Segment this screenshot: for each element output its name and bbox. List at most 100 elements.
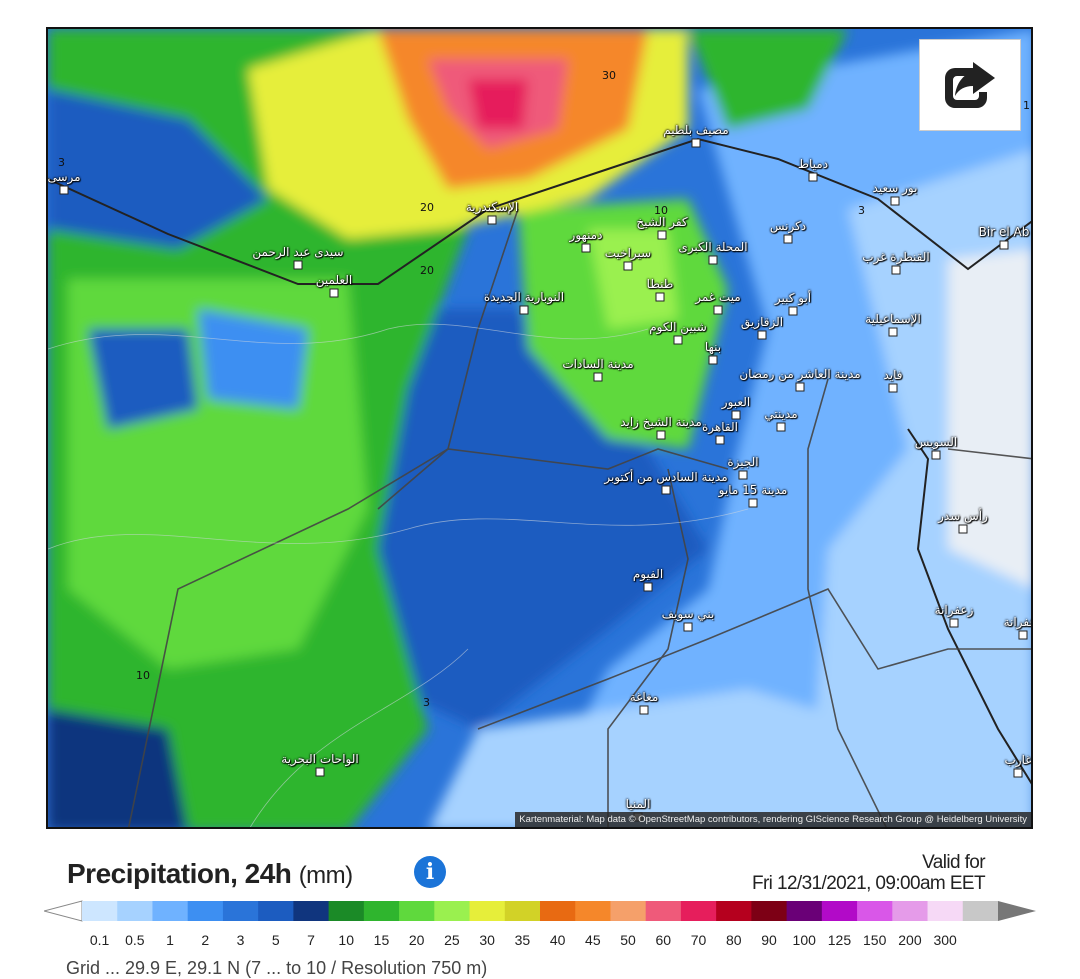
legend-swatch bbox=[469, 901, 506, 921]
legend-swatch bbox=[434, 901, 471, 921]
city-label: سيدى عبد الرحمن bbox=[252, 245, 344, 259]
city-label: كفر الشيخ bbox=[636, 215, 688, 229]
city-label: النوبارية الجديدة bbox=[483, 290, 565, 304]
city-label: طنطا bbox=[646, 277, 674, 291]
city-marker bbox=[888, 327, 898, 337]
city-marker bbox=[673, 335, 683, 345]
legend-tick: 0.5 bbox=[125, 932, 145, 948]
city-marker bbox=[519, 305, 529, 315]
legend-swatch bbox=[786, 901, 823, 921]
legend-swatch bbox=[258, 901, 294, 921]
city-marker bbox=[683, 622, 693, 632]
city-marker bbox=[958, 524, 968, 534]
city-marker bbox=[931, 450, 941, 460]
city-marker bbox=[639, 705, 649, 715]
info-icon: i bbox=[425, 859, 435, 885]
city-label: ميت غمر bbox=[695, 290, 741, 304]
color-scale-legend bbox=[44, 900, 1036, 922]
footer-partial: Grid ... 29.9 E, 29.1 N (7 ... to 10 / R… bbox=[66, 958, 488, 978]
legend-tick: 90 bbox=[761, 932, 777, 948]
city-label: مدينتي bbox=[764, 407, 798, 421]
valid-datetime: Fri 12/31/2021, 09:00am EET bbox=[751, 873, 986, 894]
legend-swatch bbox=[540, 901, 576, 921]
city-label: بنها bbox=[704, 340, 722, 354]
city-marker bbox=[329, 288, 339, 298]
city-label: الفيوم bbox=[632, 567, 664, 581]
share-icon bbox=[945, 62, 995, 108]
legend-tick: 0.1 bbox=[89, 932, 110, 948]
city-label: المحلة الكبرى bbox=[678, 240, 748, 254]
city-label: زعفرانة bbox=[934, 603, 974, 617]
city-label: مدينة الشيخ زايد bbox=[620, 415, 702, 429]
legend-tick: 1 bbox=[166, 932, 174, 948]
legend-tick: 50 bbox=[620, 932, 636, 948]
legend-tick: 2 bbox=[201, 932, 210, 948]
legend-swatch bbox=[328, 901, 365, 921]
legend-swatch bbox=[857, 901, 893, 921]
city-marker bbox=[643, 582, 653, 592]
city-label: القنطرة غرب bbox=[862, 250, 930, 264]
precipitation-field bbox=[48, 29, 1031, 827]
isoline-label: 1 bbox=[1023, 99, 1030, 112]
city-label: شبين الكوم bbox=[649, 320, 707, 334]
city-marker bbox=[757, 330, 767, 340]
city-marker bbox=[581, 243, 591, 253]
city-label: بور سعيد bbox=[872, 181, 918, 195]
city-label: الإسماعيلية bbox=[865, 312, 921, 326]
city-marker bbox=[783, 234, 793, 244]
legend-tick: 200 bbox=[898, 932, 922, 948]
city-label: مدينة العاشر من رمضان bbox=[739, 367, 861, 381]
city-marker bbox=[891, 265, 901, 275]
city-label: الواحات البحرية bbox=[281, 752, 359, 766]
legend-tick: 100 bbox=[792, 932, 816, 948]
legend-tick: 7 bbox=[307, 932, 315, 948]
legend-tick: 300 bbox=[933, 932, 957, 948]
city-marker bbox=[888, 383, 898, 393]
legend-tick: 3 bbox=[236, 932, 245, 948]
legend-swatch bbox=[117, 901, 153, 921]
city-label: مدينة السادات bbox=[562, 357, 634, 371]
city-marker bbox=[657, 230, 667, 240]
legend-tick: 25 bbox=[444, 932, 460, 948]
legend-swatch bbox=[293, 901, 330, 921]
legend-tick: 150 bbox=[863, 932, 887, 948]
city-label: العبور bbox=[721, 395, 751, 409]
legend-swatch bbox=[892, 901, 929, 921]
city-marker bbox=[795, 382, 805, 392]
city-label: السويس bbox=[914, 435, 958, 449]
legend-tick: 125 bbox=[827, 932, 852, 948]
info-button[interactable]: i bbox=[414, 856, 446, 888]
legend-low-arrow bbox=[44, 900, 83, 922]
city-marker bbox=[738, 470, 748, 480]
city-label: الإسكندرية bbox=[465, 200, 519, 214]
legend-tick: 15 bbox=[373, 932, 390, 948]
share-button[interactable] bbox=[919, 39, 1021, 131]
city-label: مدينة السادس من أكتوبر bbox=[604, 470, 728, 484]
city-marker bbox=[715, 435, 725, 445]
valid-time: Valid for Fri 12/31/2021, 09:00am EET bbox=[751, 852, 986, 894]
legend-tick-labels: 0.1 0.5 1 2 3 5 7 10 15 20 25 30 35 40 45 50 60 70 80 90 100… bbox=[0, 932, 1080, 952]
city-label: مرسى bbox=[47, 170, 81, 184]
city-marker bbox=[487, 215, 497, 225]
legend-tick: 70 bbox=[690, 932, 707, 948]
city-label: بني سويف bbox=[661, 607, 715, 621]
legend-swatch bbox=[187, 901, 224, 921]
city-label: مصيف بلطيم bbox=[663, 123, 729, 137]
city-label: الزقازيق bbox=[740, 315, 784, 329]
city-label: غارب bbox=[1004, 753, 1032, 767]
city-marker bbox=[1013, 768, 1023, 778]
city-marker bbox=[708, 255, 718, 265]
city-marker bbox=[713, 305, 723, 315]
legend-tick: 45 bbox=[585, 932, 601, 948]
city-marker bbox=[59, 185, 69, 195]
city-marker bbox=[655, 292, 665, 302]
city-marker bbox=[708, 355, 718, 365]
isoline-label: 20 bbox=[420, 264, 434, 277]
precipitation-map[interactable]: 30 20 20 10 3 3 1 10 3 مرسى الإسكندرية مصيف بلطيم د… bbox=[46, 27, 1033, 829]
city-label: الجيزة bbox=[727, 455, 759, 469]
legend-swatch bbox=[363, 901, 400, 921]
city-marker bbox=[691, 138, 701, 148]
isoline-label: 3 bbox=[58, 156, 65, 169]
chart-title: Precipitation, 24h (mm) bbox=[67, 858, 353, 890]
city-label: رأس سدر bbox=[938, 509, 988, 523]
